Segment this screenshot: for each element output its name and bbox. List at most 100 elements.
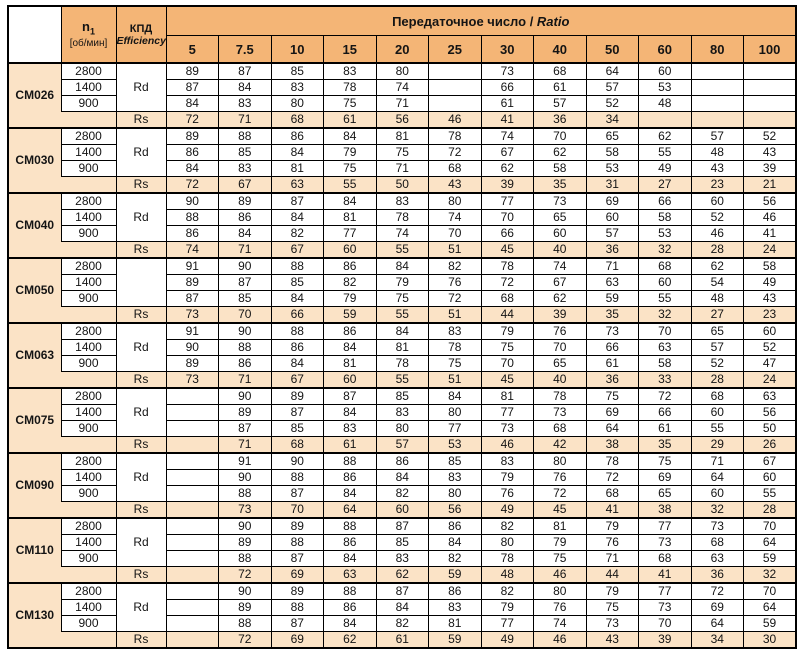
rs-value-cell: 61: [375, 631, 429, 649]
efficiency-value-cell: 71: [375, 160, 429, 177]
rs-label-cell: Rs: [115, 436, 167, 454]
efficiency-value-cell: 58: [638, 355, 692, 372]
speed-data-row: CM130 2800 Rd 90 89 88 87 86 82 80 79 77 72 70: [7, 582, 797, 649]
efficiency-value-cell: 81: [323, 355, 377, 372]
efficiency-value-cell: 60: [743, 322, 797, 340]
efficiency-value-cell: 88: [270, 469, 324, 486]
efficiency-value-cell: 57: [533, 95, 587, 112]
efficiency-value-cell: 87: [270, 550, 324, 567]
efficiency-value-cell: 89: [165, 355, 219, 372]
rs-data-row: Rs 74 71 67 60 55 51 45 40 36 32 28 24: [8, 241, 797, 259]
ratio-header-cell: 60: [638, 35, 692, 64]
ratio-header-cell: 100: [743, 35, 797, 64]
efficiency-value-cell: 88: [218, 550, 272, 567]
rs-value-cell: 67: [270, 371, 324, 389]
efficiency-value-cell: 64: [743, 534, 797, 551]
efficiency-value-cell: 88: [218, 339, 272, 356]
efficiency-value-cell: 91: [165, 257, 219, 275]
efficiency-value-cell: 89: [270, 517, 324, 535]
rs-label-cell: Rs: [115, 631, 167, 649]
model-name-cell: CM026: [7, 62, 61, 129]
rs-value-cell: 67: [270, 241, 324, 259]
efficiency-value-cell: 64: [585, 420, 639, 437]
efficiency-value-cell: 83: [323, 62, 377, 80]
rs-data-row: Rs 72 69 62 61 59 49 46 43 39 34 30: [8, 631, 797, 649]
efficiency-value-cell: 78: [533, 387, 587, 405]
efficiency-value-cell: 90: [218, 469, 272, 486]
rs-value-cell: 46: [533, 631, 587, 649]
efficiency-value-cell: 69: [638, 469, 692, 486]
efficiency-value-cell: 52: [743, 127, 797, 145]
rs-value-cell: 63: [323, 566, 377, 584]
rs-value-cell: 72: [218, 566, 272, 584]
rd-label-cell: Rd: [115, 127, 167, 177]
rs-spacer-cell: [61, 241, 117, 259]
efficiency-value-cell: 88: [218, 485, 272, 502]
rd-label-cell: [115, 257, 167, 307]
model-name-cell: CM075: [7, 387, 61, 454]
efficiency-value-cell: 83: [218, 160, 272, 177]
rs-value-cell: 31: [585, 176, 639, 194]
ratio-title-header: Передаточное число / Ratio: [165, 5, 797, 36]
speed-cell: 900: [60, 420, 117, 437]
efficiency-value-cell: 74: [428, 209, 482, 226]
efficiency-value-cell: 79: [323, 144, 377, 161]
rs-label-cell: Rs: [115, 176, 167, 194]
efficiency-value-cell: 87: [270, 615, 324, 632]
rs-value-cell: 23: [690, 176, 744, 194]
ratio-header-cell: 50: [585, 35, 639, 64]
efficiency-value-cell: 66: [585, 339, 639, 356]
efficiency-value-cell: 83: [218, 95, 272, 112]
speed-data-row: 900 88 87 84 82 80 76 72 68 65 60 55: [8, 485, 797, 502]
rs-value-cell: 55: [323, 176, 377, 194]
speed-data-row: CM110 2800 Rd 90 89 88 87 86 82 81 79 77 73 70: [7, 517, 797, 584]
ratio-title-en: Ratio: [536, 13, 570, 29]
efficiency-value-cell: 57: [585, 79, 639, 96]
speed-data-row: CM030 2800 Rd 89 88 86 84 81 78 74 70 65 62 57 52: [7, 127, 797, 194]
rs-value-cell: 39: [638, 631, 692, 649]
efficiency-value-cell: 41: [743, 225, 797, 242]
efficiency-value-cell: 89: [270, 387, 324, 405]
efficiency-value-cell: 82: [428, 550, 482, 567]
efficiency-value-cell: 80: [533, 582, 587, 600]
table-body: CM026 2800 Rd 89 87 85 83 80 73 68 64 60 1400 87 84 83 7…: [7, 62, 797, 649]
efficiency-value-cell: 73: [638, 599, 692, 616]
rs-value-cell: 34: [585, 111, 639, 129]
efficiency-value-cell: 75: [533, 550, 587, 567]
efficiency-value-cell: 78: [480, 257, 534, 275]
efficiency-value-cell: 75: [323, 95, 377, 112]
speed-cell: 1400: [60, 339, 117, 356]
efficiency-value-cell: 76: [585, 534, 639, 551]
rs-value-cell: 59: [428, 566, 482, 584]
efficiency-value-cell: 89: [218, 534, 272, 551]
rs-value-cell: 56: [375, 111, 429, 129]
efficiency-value-cell: 71: [375, 95, 429, 112]
efficiency-value-cell: 72: [428, 144, 482, 161]
rs-value-cell: 36: [585, 241, 639, 259]
efficiency-value-cell: [690, 79, 744, 96]
efficiency-value-cell: 53: [638, 225, 692, 242]
efficiency-value-cell: 71: [585, 257, 639, 275]
efficiency-value-cell: 80: [428, 485, 482, 502]
efficiency-value-cell: 56: [743, 192, 797, 210]
efficiency-value-cell: 66: [480, 225, 534, 242]
efficiency-value-cell: [165, 534, 219, 551]
efficiency-value-cell: 83: [428, 469, 482, 486]
speed-cell: 1400: [60, 404, 117, 421]
rs-value-cell: 39: [533, 306, 587, 324]
efficiency-value-cell: 66: [638, 404, 692, 421]
efficiency-value-cell: 86: [428, 517, 482, 535]
speed-cell: 1400: [60, 534, 117, 551]
efficiency-value-cell: 82: [375, 485, 429, 502]
efficiency-value-cell: 72: [690, 582, 744, 600]
rs-value-cell: 71: [218, 436, 272, 454]
efficiency-value-cell: 72: [428, 290, 482, 307]
efficiency-value-cell: 77: [480, 192, 534, 210]
speed-data-row: CM050 2800 91 90 88 86 84 82 78 74 71 68 62 58: [7, 257, 797, 324]
efficiency-value-cell: 66: [638, 192, 692, 210]
efficiency-value-cell: 88: [270, 257, 324, 275]
rs-value-cell: 48: [480, 566, 534, 584]
efficiency-value-cell: 69: [585, 404, 639, 421]
speed-cell: 2800: [60, 62, 117, 80]
